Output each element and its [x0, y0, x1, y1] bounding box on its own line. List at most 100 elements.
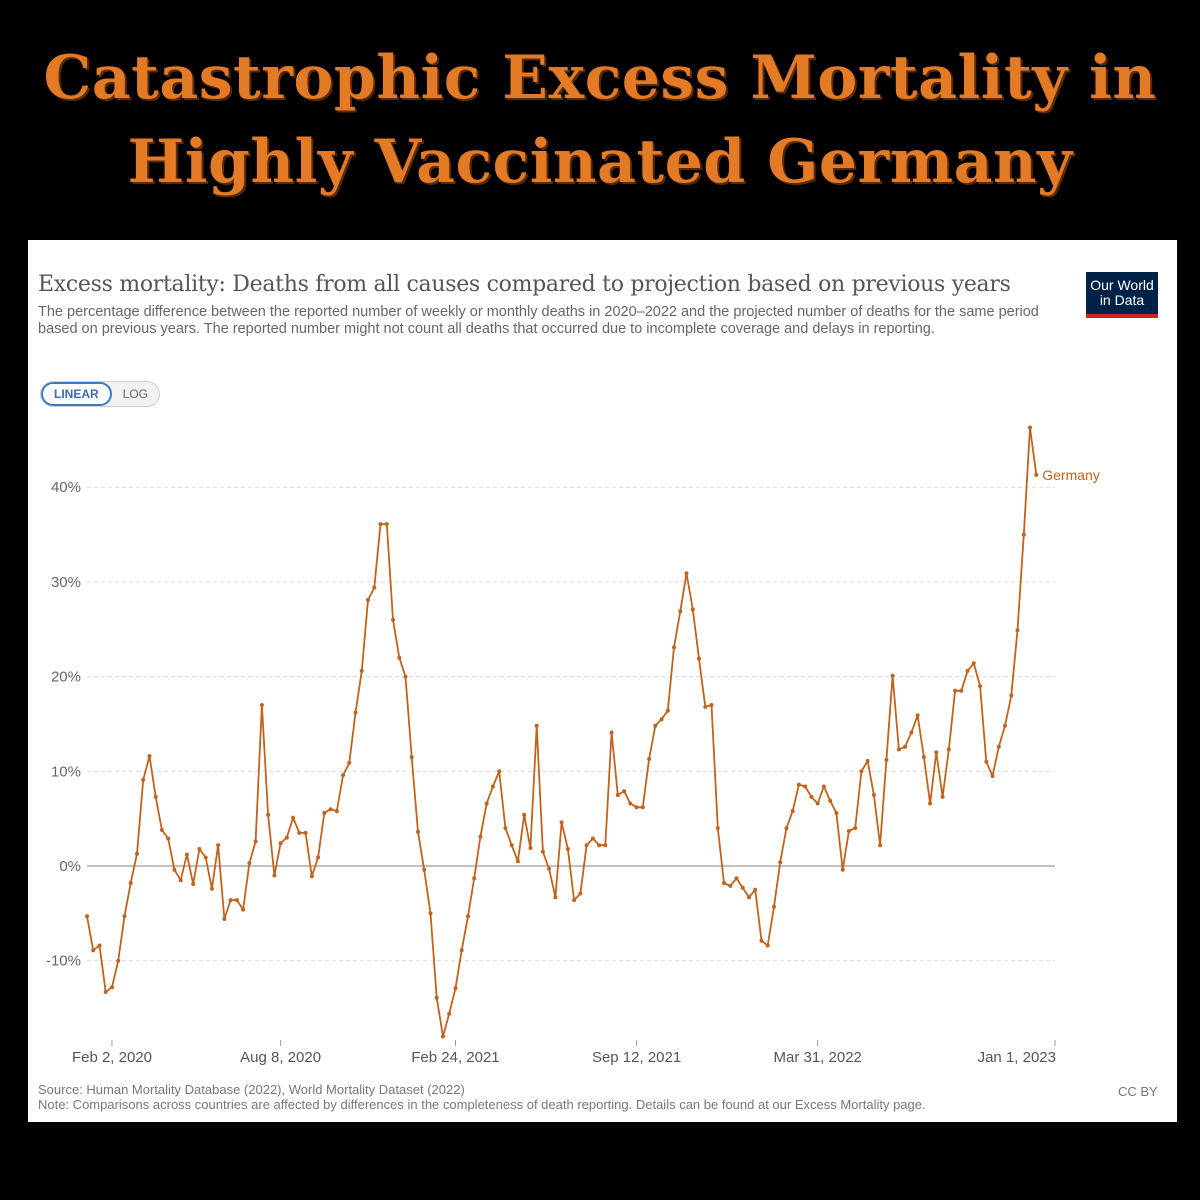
data-point[interactable] — [403, 674, 408, 679]
data-point[interactable] — [1009, 693, 1014, 698]
data-point[interactable] — [815, 801, 820, 806]
data-point[interactable] — [453, 986, 458, 991]
data-point[interactable] — [965, 668, 970, 673]
data-point[interactable] — [303, 830, 308, 835]
data-point[interactable] — [441, 1034, 445, 1039]
data-point[interactable] — [821, 784, 826, 789]
data-point[interactable] — [890, 673, 895, 678]
data-point[interactable] — [384, 522, 389, 527]
data-point[interactable] — [684, 571, 689, 576]
data-point[interactable] — [184, 852, 189, 857]
data-point[interactable] — [434, 995, 439, 1000]
data-point[interactable] — [659, 717, 664, 722]
data-point[interactable] — [503, 826, 508, 831]
data-point[interactable] — [259, 703, 264, 707]
data-point[interactable] — [203, 855, 208, 860]
data-point[interactable] — [853, 826, 858, 831]
data-point[interactable] — [784, 826, 789, 831]
data-point[interactable] — [534, 723, 539, 728]
data-point[interactable] — [884, 757, 889, 762]
data-point[interactable] — [334, 809, 339, 814]
data-point[interactable] — [1015, 628, 1020, 633]
data-point[interactable] — [128, 881, 133, 885]
data-point[interactable] — [634, 805, 639, 810]
data-point[interactable] — [266, 812, 271, 817]
data-point[interactable] — [665, 708, 670, 713]
data-point[interactable] — [584, 843, 589, 848]
data-point[interactable] — [759, 938, 764, 943]
data-point[interactable] — [222, 917, 227, 921]
data-point[interactable] — [1028, 425, 1032, 430]
data-point[interactable] — [809, 794, 814, 799]
data-point[interactable] — [796, 782, 801, 787]
data-point[interactable] — [865, 758, 870, 763]
data-point[interactable] — [522, 812, 527, 817]
data-point[interactable] — [709, 703, 714, 707]
data-point[interactable] — [490, 784, 495, 789]
data-point[interactable] — [110, 985, 114, 990]
data-point[interactable] — [316, 855, 321, 860]
series-line-germany[interactable] — [86, 426, 1038, 1038]
data-point[interactable] — [247, 861, 252, 866]
data-point[interactable] — [871, 793, 876, 797]
data-point[interactable] — [790, 809, 795, 814]
data-point[interactable] — [753, 887, 758, 892]
data-point[interactable] — [697, 656, 701, 661]
data-point[interactable] — [478, 834, 483, 839]
data-point[interactable] — [778, 860, 783, 865]
data-point[interactable] — [166, 836, 171, 841]
data-point[interactable] — [953, 688, 958, 693]
data-point[interactable] — [497, 769, 502, 774]
data-point[interactable] — [91, 948, 96, 953]
data-point[interactable] — [653, 723, 658, 728]
data-point[interactable] — [722, 881, 726, 885]
data-point[interactable] — [734, 876, 739, 881]
data-point[interactable] — [153, 794, 158, 799]
data-point[interactable] — [728, 883, 733, 888]
data-point[interactable] — [378, 522, 383, 527]
data-point[interactable] — [147, 754, 152, 759]
data-point[interactable] — [896, 747, 901, 752]
data-point[interactable] — [309, 874, 314, 879]
data-point[interactable] — [466, 914, 470, 919]
data-point[interactable] — [603, 843, 608, 848]
data-point[interactable] — [159, 828, 164, 832]
data-point[interactable] — [946, 747, 951, 752]
data-point[interactable] — [609, 730, 614, 735]
data-point[interactable] — [803, 784, 808, 789]
data-point[interactable] — [97, 943, 102, 948]
license-link[interactable]: CC BY — [1118, 1084, 1158, 1099]
data-point[interactable] — [690, 607, 695, 612]
data-point[interactable] — [940, 794, 945, 799]
data-point[interactable] — [397, 655, 402, 660]
data-point[interactable] — [978, 684, 983, 689]
data-point[interactable] — [172, 867, 177, 872]
data-point[interactable] — [740, 885, 745, 890]
data-point[interactable] — [135, 851, 139, 856]
data-point[interactable] — [459, 948, 464, 953]
data-point[interactable] — [347, 760, 352, 765]
data-point[interactable] — [1021, 532, 1026, 537]
data-point[interactable] — [1003, 723, 1007, 728]
data-point[interactable] — [509, 843, 514, 848]
data-point[interactable] — [840, 867, 845, 872]
data-point[interactable] — [353, 710, 358, 715]
data-point[interactable] — [540, 849, 545, 854]
data-point[interactable] — [640, 805, 645, 810]
data-point[interactable] — [272, 873, 277, 878]
data-point[interactable] — [416, 829, 420, 834]
data-point[interactable] — [291, 815, 296, 820]
data-point[interactable] — [597, 843, 602, 848]
data-point[interactable] — [934, 750, 939, 755]
data-point[interactable] — [122, 914, 127, 919]
data-point[interactable] — [103, 990, 108, 994]
data-point[interactable] — [921, 755, 926, 760]
data-point[interactable] — [422, 867, 427, 872]
data-point[interactable] — [959, 688, 964, 693]
data-point[interactable] — [622, 789, 627, 794]
log-scale-button[interactable]: LOG — [122, 387, 149, 401]
data-point[interactable] — [747, 895, 751, 900]
data-point[interactable] — [241, 907, 246, 912]
data-point[interactable] — [772, 904, 776, 909]
data-point[interactable] — [572, 898, 577, 903]
